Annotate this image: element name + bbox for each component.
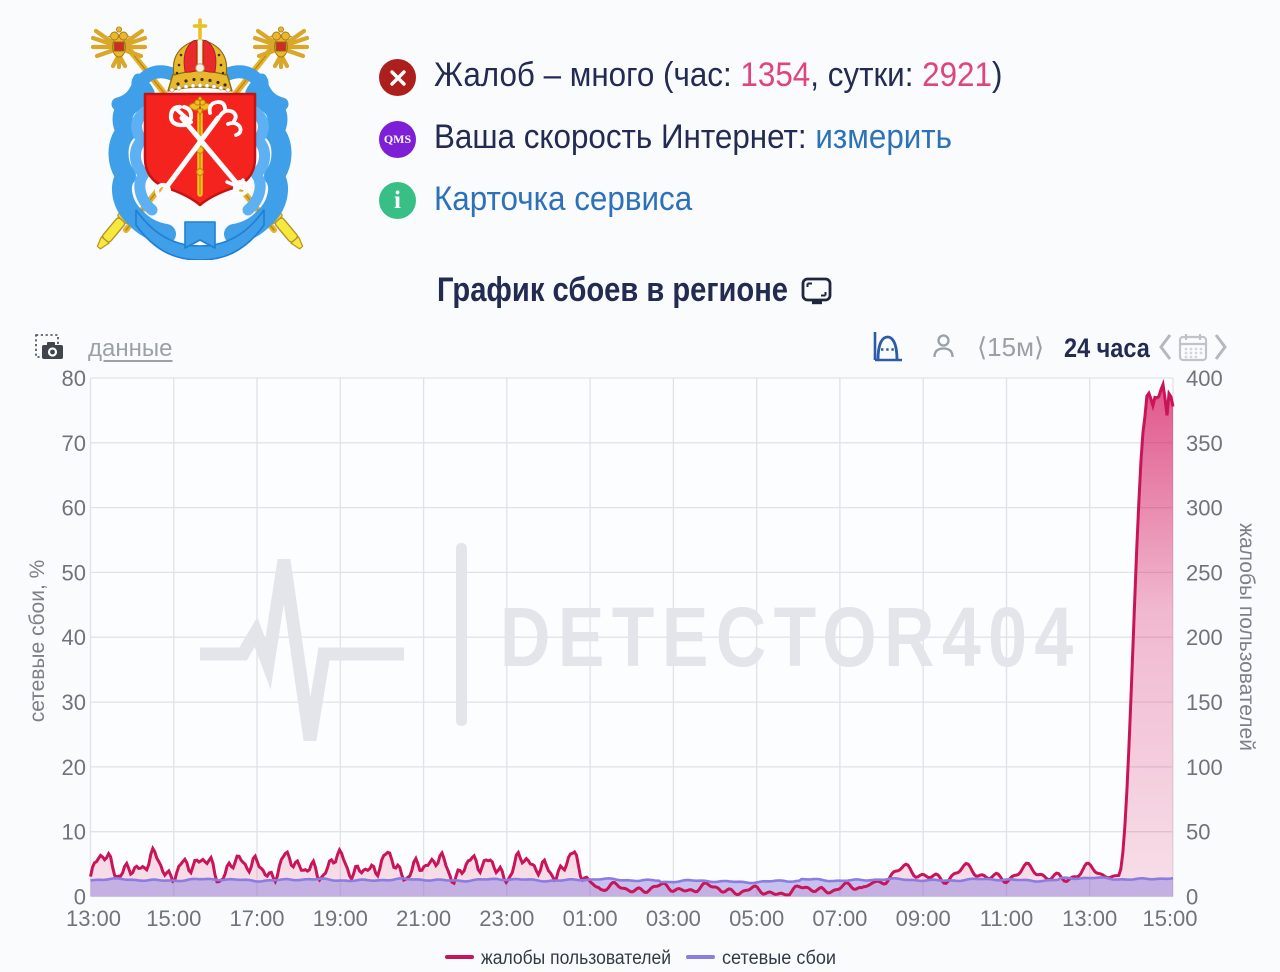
svg-text:13:00: 13:00: [66, 906, 121, 931]
svg-text:40: 40: [62, 625, 86, 650]
svg-text:80: 80: [62, 366, 86, 391]
svg-text:50: 50: [1186, 820, 1210, 845]
svg-text:250: 250: [1186, 560, 1223, 585]
svg-text:DETECTOR404: DETECTOR404: [500, 591, 1081, 685]
svg-text:50: 50: [62, 560, 86, 585]
svg-text:23:00: 23:00: [479, 906, 534, 931]
svg-text:сетевые сбои: сетевые сбои: [722, 948, 836, 969]
svg-text:20: 20: [62, 755, 86, 780]
svg-text:жалобы пользователей: жалобы пользователей: [1235, 523, 1258, 751]
svg-text:10: 10: [62, 820, 86, 845]
svg-text:0: 0: [1186, 885, 1198, 910]
svg-text:300: 300: [1186, 496, 1223, 521]
svg-text:19:00: 19:00: [313, 906, 368, 931]
svg-text:100: 100: [1186, 755, 1223, 780]
svg-text:09:00: 09:00: [896, 906, 951, 931]
svg-text:21:00: 21:00: [396, 906, 451, 931]
svg-text:07:00: 07:00: [812, 906, 867, 931]
svg-text:11:00: 11:00: [980, 906, 1033, 931]
svg-text:15:00: 15:00: [146, 906, 201, 931]
svg-text:30: 30: [62, 690, 86, 715]
svg-text:350: 350: [1186, 431, 1223, 456]
svg-text:60: 60: [62, 496, 86, 521]
svg-text:03:00: 03:00: [646, 906, 701, 931]
svg-text:жалобы пользователей: жалобы пользователей: [481, 948, 671, 969]
svg-text:13:00: 13:00: [1062, 906, 1117, 931]
svg-text:200: 200: [1186, 625, 1223, 650]
svg-text:01:00: 01:00: [563, 906, 618, 931]
svg-text:70: 70: [62, 431, 86, 456]
svg-text:150: 150: [1186, 690, 1223, 715]
svg-text:сетевые сбои, %: сетевые сбои, %: [26, 560, 49, 723]
svg-text:17:00: 17:00: [229, 906, 284, 931]
svg-text:400: 400: [1186, 366, 1223, 391]
svg-text:0: 0: [74, 885, 86, 910]
svg-text:05:00: 05:00: [729, 906, 784, 931]
svg-text:15:00: 15:00: [1142, 906, 1197, 931]
